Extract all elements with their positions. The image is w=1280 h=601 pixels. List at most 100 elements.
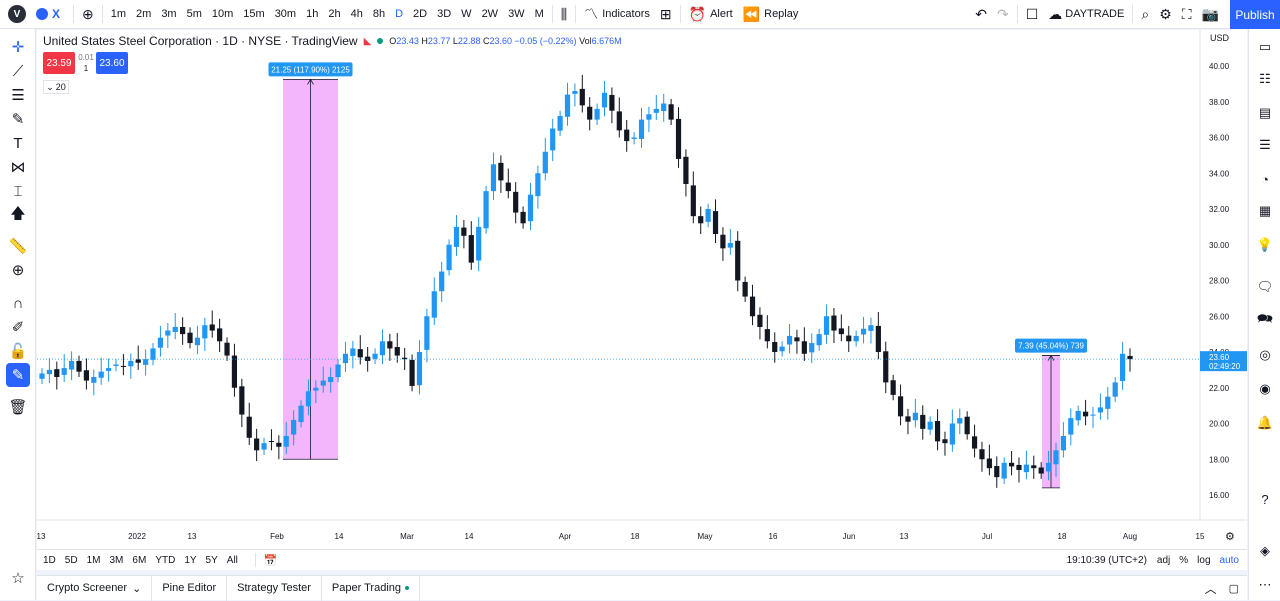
watchlist-icon[interactable]: ☷ bbox=[1259, 71, 1271, 86]
candle[interactable] bbox=[143, 349, 149, 376]
indicators-button[interactable]: 〽 Indicators bbox=[579, 0, 655, 29]
news-icon[interactable]: ▤ bbox=[1258, 105, 1272, 120]
candle[interactable] bbox=[394, 333, 400, 363]
chart-pane[interactable]: 16.0018.0020.0022.0024.0026.0028.0030.00… bbox=[37, 30, 1247, 570]
fullscreen-icon[interactable]: ⛶ bbox=[1181, 5, 1192, 22]
candle[interactable] bbox=[994, 456, 1000, 488]
candle[interactable] bbox=[342, 341, 349, 373]
candle[interactable] bbox=[853, 330, 859, 347]
candle[interactable] bbox=[180, 317, 186, 345]
scale-option-1[interactable]: % bbox=[1179, 554, 1189, 566]
candle[interactable] bbox=[202, 317, 208, 351]
candle[interactable] bbox=[934, 409, 941, 451]
candle[interactable] bbox=[964, 411, 970, 440]
streams-icon[interactable]: ◎ bbox=[1259, 347, 1271, 362]
candle[interactable] bbox=[1105, 387, 1111, 420]
candle[interactable] bbox=[453, 215, 460, 256]
bell-icon[interactable]: 🔔 bbox=[1256, 415, 1274, 430]
indicator-toggle[interactable]: ⌄ 20 bbox=[43, 80, 69, 94]
broadcast-icon[interactable]: ◉ bbox=[1259, 381, 1271, 396]
candle[interactable] bbox=[897, 384, 904, 426]
candle[interactable] bbox=[624, 119, 630, 152]
buy-button[interactable]: 23.60 bbox=[96, 52, 128, 74]
candle[interactable] bbox=[846, 325, 852, 352]
camera-icon[interactable]: 📷 bbox=[1201, 5, 1219, 22]
scale-option-3[interactable]: auto bbox=[1219, 554, 1239, 566]
timeframe-ytd[interactable]: YTD bbox=[155, 554, 176, 566]
timeframe-5y[interactable]: 5Y bbox=[205, 554, 218, 566]
candle[interactable] bbox=[979, 441, 985, 472]
currency-label[interactable]: USD bbox=[1210, 33, 1230, 43]
gear-icon[interactable]: ⚙ bbox=[1159, 5, 1172, 22]
candle[interactable] bbox=[764, 315, 770, 349]
interval-4h[interactable]: 4h bbox=[350, 8, 363, 20]
candle[interactable] bbox=[291, 410, 297, 446]
candle[interactable] bbox=[557, 110, 563, 137]
interval-1h[interactable]: 1h bbox=[306, 8, 319, 20]
candle[interactable] bbox=[779, 341, 785, 357]
candle[interactable] bbox=[135, 345, 141, 370]
interval-2h[interactable]: 2h bbox=[328, 8, 341, 20]
candle[interactable] bbox=[705, 203, 711, 228]
candle[interactable] bbox=[379, 329, 386, 365]
alert-button[interactable]: ⏰ Alert bbox=[684, 0, 738, 29]
candle[interactable] bbox=[187, 327, 193, 349]
maximize-icon[interactable]: ▢ bbox=[1228, 582, 1239, 595]
idea-icon[interactable]: 💡 bbox=[1256, 237, 1274, 252]
timeframe-1m[interactable]: 1M bbox=[86, 554, 101, 566]
candle[interactable] bbox=[742, 276, 748, 302]
candle[interactable] bbox=[69, 351, 75, 381]
candle[interactable] bbox=[661, 93, 667, 122]
candle[interactable] bbox=[616, 97, 622, 138]
undo-icon[interactable]: ↶ bbox=[975, 5, 987, 22]
replay-button[interactable]: ⏪ Replay bbox=[738, 0, 804, 29]
candle[interactable] bbox=[986, 444, 992, 476]
candle[interactable] bbox=[594, 103, 600, 125]
tab-paper-trading[interactable]: Paper Trading bbox=[322, 575, 421, 601]
candle[interactable] bbox=[527, 182, 534, 231]
candle[interactable] bbox=[838, 314, 844, 342]
candle[interactable] bbox=[483, 185, 489, 234]
candle[interactable] bbox=[609, 87, 615, 124]
hide-drawings-icon[interactable]: ✎ bbox=[6, 363, 30, 387]
candle[interactable] bbox=[39, 368, 45, 385]
candle[interactable] bbox=[1023, 450, 1029, 480]
candle[interactable] bbox=[631, 132, 637, 145]
magnet-icon[interactable]: ∩ bbox=[12, 294, 24, 312]
timeframe-3m[interactable]: 3M bbox=[109, 554, 124, 566]
interval-10m[interactable]: 10m bbox=[211, 8, 234, 20]
candle[interactable] bbox=[106, 358, 112, 382]
scale-option-2[interactable]: log bbox=[1197, 554, 1211, 566]
candle[interactable] bbox=[601, 81, 608, 117]
candle[interactable] bbox=[1090, 407, 1096, 429]
candle[interactable] bbox=[1001, 457, 1007, 484]
candle[interactable] bbox=[957, 408, 963, 435]
candle[interactable] bbox=[1097, 393, 1103, 420]
candle[interactable] bbox=[1016, 457, 1022, 483]
candle[interactable] bbox=[261, 437, 267, 455]
candle[interactable] bbox=[320, 366, 326, 393]
candle[interactable] bbox=[1038, 462, 1044, 479]
candle[interactable] bbox=[409, 354, 415, 392]
candle[interactable] bbox=[572, 83, 578, 107]
candle[interactable] bbox=[912, 398, 918, 428]
interval-2d[interactable]: 2D bbox=[413, 8, 428, 20]
candle[interactable] bbox=[890, 374, 896, 401]
more-icon[interactable]: ⋯ bbox=[1258, 577, 1272, 592]
candle[interactable] bbox=[1075, 405, 1081, 426]
candle[interactable] bbox=[128, 353, 134, 379]
candle[interactable] bbox=[54, 361, 60, 390]
candle[interactable] bbox=[1031, 455, 1037, 479]
timeframe-all[interactable]: All bbox=[226, 554, 238, 566]
layout-square-icon[interactable]: ☐ bbox=[1025, 5, 1039, 22]
candle[interactable] bbox=[76, 355, 82, 378]
tab-strategy-tester[interactable]: Strategy Tester bbox=[227, 575, 322, 601]
candle[interactable] bbox=[587, 97, 593, 131]
candle[interactable] bbox=[1119, 341, 1126, 390]
interval-15m[interactable]: 15m bbox=[243, 8, 265, 20]
interval-2m[interactable]: 2m bbox=[136, 8, 152, 20]
candle[interactable] bbox=[416, 340, 423, 395]
candle[interactable] bbox=[942, 431, 948, 456]
lock-icon[interactable]: 🔓 bbox=[8, 343, 28, 360]
candle[interactable] bbox=[675, 107, 682, 168]
